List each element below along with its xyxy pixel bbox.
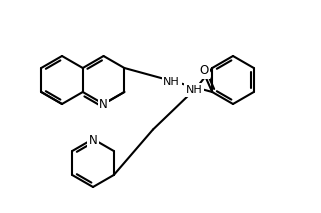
Text: O: O <box>200 65 209 78</box>
Text: N: N <box>99 98 108 111</box>
Text: NH: NH <box>163 77 180 87</box>
Text: NH: NH <box>186 85 203 95</box>
Text: N: N <box>89 134 97 147</box>
